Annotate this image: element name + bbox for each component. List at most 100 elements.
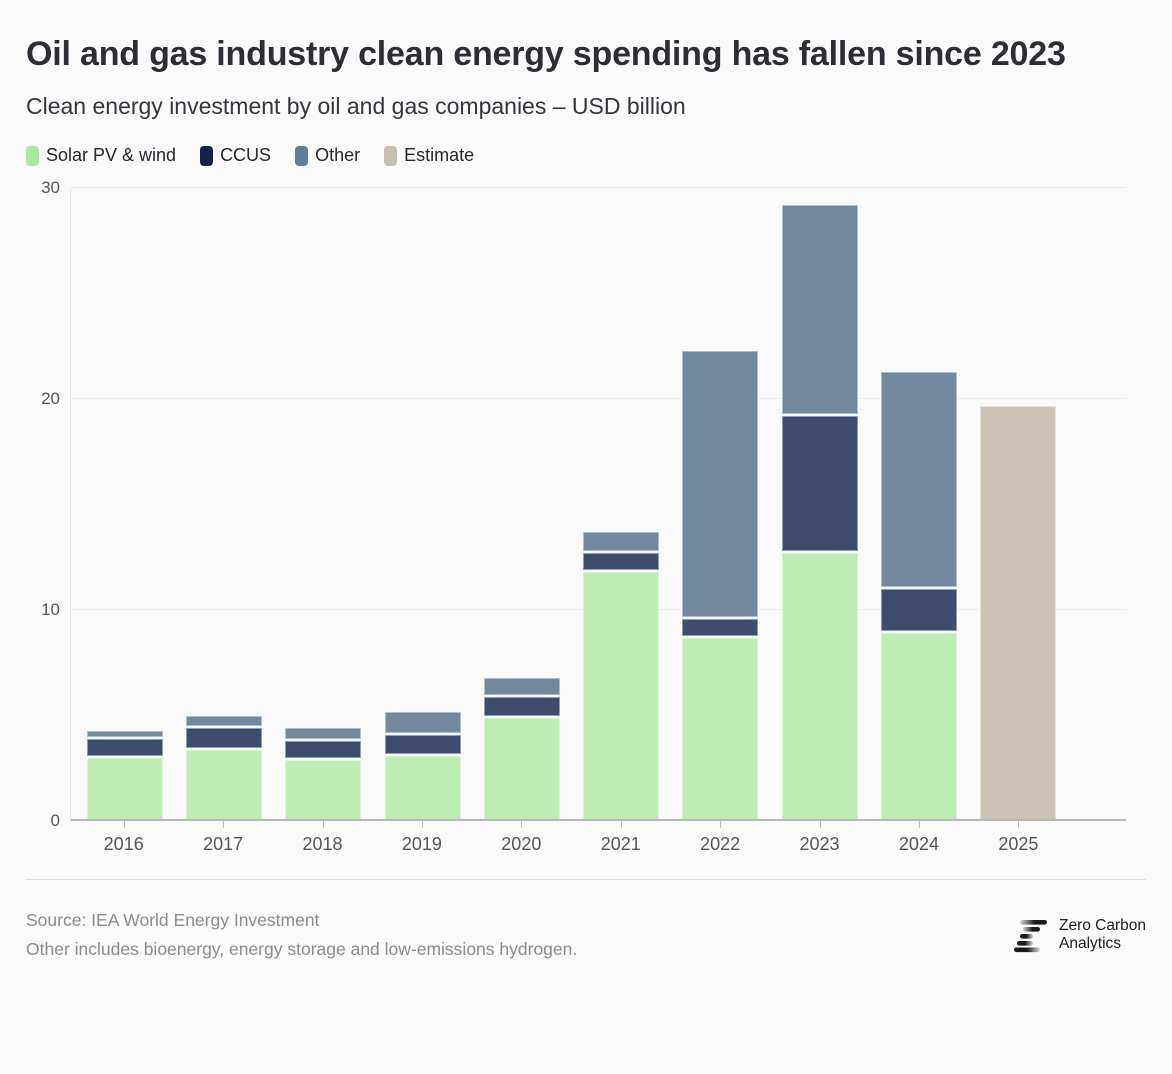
x-cell-2019: 2019 [372, 821, 471, 865]
x-tick [1018, 821, 1020, 829]
legend: Solar PV & wind CCUS Other Estimate [26, 145, 1146, 166]
segment-2021-other [583, 532, 660, 554]
bars-container [71, 188, 1126, 822]
x-cell-2020: 2020 [472, 821, 571, 865]
chart-title: Oil and gas industry clean energy spendi… [26, 35, 1066, 73]
footnote-text: Other includes bioenergy, energy storage… [26, 939, 578, 960]
bar-column-2023 [770, 188, 869, 822]
x-tick [322, 821, 324, 829]
x-tick-label-2016: 2016 [103, 834, 144, 855]
gridline-20 [71, 398, 1126, 400]
x-cell-2023: 2023 [770, 821, 869, 865]
segment-2017-ccus [185, 728, 262, 750]
x-tick-label-2024: 2024 [898, 834, 939, 855]
x-cell-2017: 2017 [173, 821, 272, 865]
segment-2016-solar-pv-wind [86, 757, 163, 822]
x-cell-2018: 2018 [273, 821, 372, 865]
bar-column-2017 [174, 188, 273, 822]
segment-2019-other [384, 711, 461, 735]
x-tick [819, 821, 821, 829]
footer: Source: IEA World Energy Investment Othe… [26, 906, 1146, 964]
x-tick [918, 821, 920, 829]
y-axis: 0 10 20 30 [26, 178, 70, 830]
x-tick-label-2022: 2022 [700, 834, 741, 855]
gridline-0 [71, 819, 1126, 822]
gridline-30 [71, 187, 1126, 189]
x-cell-2022: 2022 [670, 821, 769, 865]
bar-2018 [285, 728, 362, 822]
x-tick-label-2019: 2019 [401, 834, 442, 855]
y-tick-label-20: 20 [41, 389, 60, 409]
x-tick-label-2025: 2025 [998, 834, 1039, 855]
bar-2016 [86, 730, 163, 822]
zero-carbon-analytics-logo: Zero Carbon Analytics [1013, 917, 1146, 954]
segment-2018-other [285, 728, 362, 742]
bar-column-2016 [75, 188, 174, 822]
segment-2025-estimate [980, 405, 1057, 822]
bar-2023 [781, 205, 858, 822]
x-cell-2025: 2025 [969, 821, 1068, 865]
segment-2022-ccus [682, 618, 759, 638]
legend-item-other: Other [295, 145, 360, 166]
x-tick-label-2020: 2020 [501, 834, 542, 855]
bar-column-2018 [274, 188, 373, 822]
legend-label: Estimate [404, 145, 475, 166]
x-tick [720, 821, 722, 829]
segment-2021-solar-pv-wind [583, 572, 660, 822]
legend-label: Solar PV & wind [46, 145, 177, 166]
segment-2017-solar-pv-wind [185, 749, 262, 822]
bar-column-2025 [969, 188, 1068, 822]
segment-2023-other [781, 205, 858, 417]
x-tick [421, 821, 423, 829]
x-tick-label-2017: 2017 [203, 834, 244, 855]
segment-2024-ccus [881, 589, 958, 634]
logo-text-line1: Zero Carbon [1058, 916, 1146, 934]
x-tick-label-2023: 2023 [799, 834, 840, 855]
x-tick [223, 821, 225, 829]
segment-2024-other [881, 371, 958, 590]
segment-2020-ccus [483, 696, 560, 718]
legend-swatch [200, 145, 214, 166]
legend-swatch [295, 145, 309, 166]
legend-item-estimate: Estimate [384, 145, 474, 166]
segment-2020-solar-pv-wind [483, 717, 560, 822]
segment-2023-ccus [781, 416, 858, 554]
bar-column-2020 [472, 188, 571, 822]
legend-swatch [26, 145, 39, 166]
x-cell-2024: 2024 [869, 821, 968, 865]
segment-2021-ccus [583, 553, 660, 573]
bar-column-2022 [671, 188, 770, 822]
x-tick [620, 821, 622, 829]
bar-column-2021 [571, 188, 670, 822]
plot-area [70, 187, 1126, 822]
x-tick [521, 821, 523, 829]
x-tick-label-2021: 2021 [600, 834, 641, 855]
bar-column-2019 [373, 188, 472, 822]
legend-item-solar-pv-wind: Solar PV & wind [26, 145, 176, 166]
footer-divider [26, 879, 1146, 881]
y-tick-label-30: 30 [41, 178, 60, 198]
segment-2016-ccus [86, 738, 163, 758]
legend-label: CCUS [220, 145, 272, 166]
bar-2022 [682, 350, 759, 822]
segment-2022-solar-pv-wind [682, 637, 759, 822]
segment-2016-other [86, 730, 163, 739]
segment-2017-other [185, 715, 262, 729]
legend-item-ccus: CCUS [200, 145, 271, 166]
x-tick-label-2018: 2018 [302, 834, 343, 855]
x-cell-2016: 2016 [74, 821, 173, 865]
legend-label: Other [315, 145, 361, 166]
y-tick-label-0: 0 [50, 811, 60, 831]
segment-2018-solar-pv-wind [285, 760, 362, 822]
segment-2020-other [483, 677, 560, 697]
bar-2017 [185, 715, 262, 822]
bar-2025 [980, 405, 1057, 822]
logo-z-icon [1013, 920, 1047, 953]
bar-2021 [583, 532, 660, 822]
segment-2023-solar-pv-wind [781, 553, 858, 822]
segment-2019-solar-pv-wind [384, 755, 461, 822]
stacked-bar-chart: 0 10 20 30 [26, 178, 1146, 830]
segment-2022-other [682, 350, 759, 619]
x-cell-2021: 2021 [571, 821, 670, 865]
